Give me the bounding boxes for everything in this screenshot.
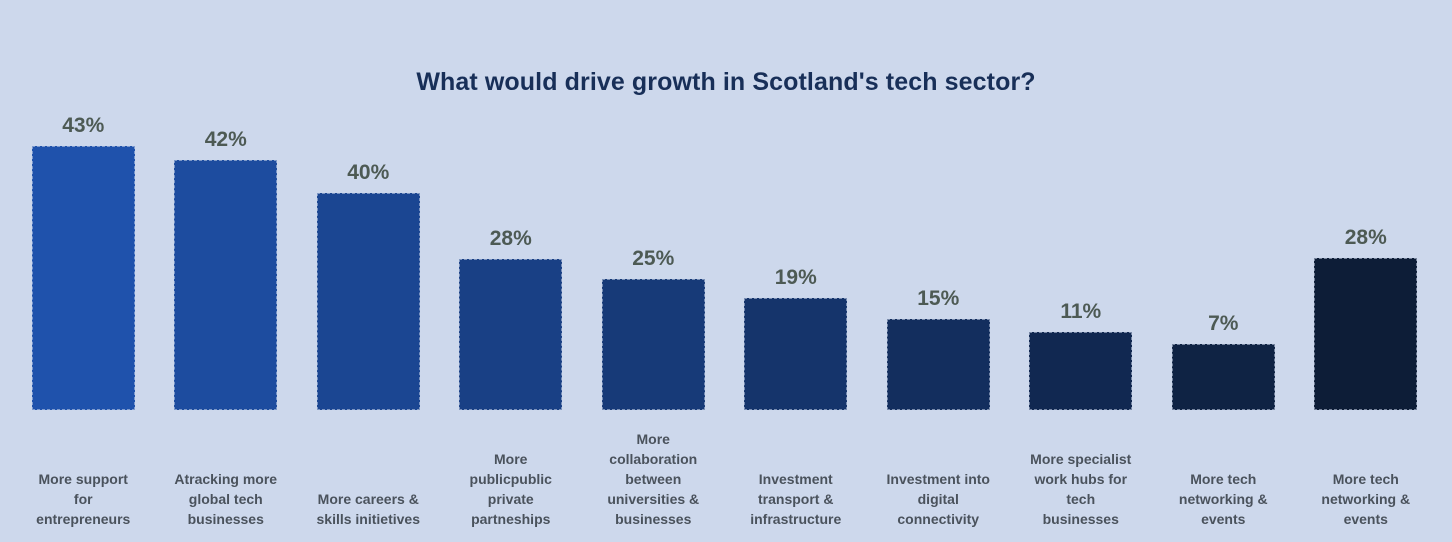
category-label-8: More specialist work hubs for tech busin… — [1030, 451, 1132, 527]
bar-value-label: 43% — [62, 113, 105, 137]
category-label-7: Investment into digital connectivity — [886, 471, 990, 527]
bar-column-9: 7% — [1152, 312, 1295, 410]
bar-column-8: 11% — [1010, 300, 1153, 410]
bar-value-label: 42% — [204, 127, 247, 151]
bar-column-3: 40% — [297, 161, 440, 410]
category-label-3: More careers & skills initietives — [316, 491, 421, 527]
category-label-4: More publicpublic private partneships — [469, 451, 552, 527]
bar — [1314, 258, 1418, 410]
bar-column-10: 28% — [1295, 226, 1438, 410]
bar — [174, 160, 278, 410]
bar — [886, 319, 990, 410]
bars-row: 43% 42% 40% 28% 25% 19% 15% 11% — [12, 0, 1440, 410]
bar-column-1: 43% — [12, 114, 155, 410]
bar-value-label: 28% — [1344, 225, 1387, 249]
bar — [1171, 344, 1275, 410]
bar-column-6: 19% — [725, 266, 868, 410]
bar-column-4: 28% — [440, 227, 583, 410]
bar — [601, 279, 705, 410]
category-label-5: More collaboration between universities … — [607, 431, 700, 527]
bar — [1029, 332, 1133, 410]
bar-value-label: 25% — [632, 246, 675, 270]
bar-value-label: 11% — [1060, 299, 1102, 323]
category-labels-row: More support for entrepreneurs Atracking… — [12, 429, 1440, 529]
chart-title: What would drive growth in Scotland's te… — [416, 68, 1036, 96]
category-label-2: Atracking more global tech businesses — [174, 471, 278, 527]
category-label-10: More tech networking & events — [1321, 471, 1411, 527]
bar-column-5: 25% — [582, 247, 725, 410]
bar-value-label: 40% — [347, 160, 390, 184]
bar-value-label: 28% — [489, 226, 532, 250]
bar — [31, 146, 135, 410]
category-label-9: More tech networking & events — [1178, 471, 1268, 527]
bar-column-7: 15% — [867, 287, 1010, 410]
bar — [459, 259, 563, 410]
category-label-6: Investment transport & infrastructure — [750, 471, 842, 527]
category-label-1: More support for entrepreneurs — [36, 471, 131, 527]
bar-value-label: 19% — [774, 265, 817, 289]
bar — [744, 298, 848, 410]
bar-value-label: 7% — [1208, 311, 1239, 335]
bar — [316, 193, 420, 410]
bar-value-label: 15% — [917, 286, 960, 310]
bar-column-2: 42% — [155, 128, 298, 410]
